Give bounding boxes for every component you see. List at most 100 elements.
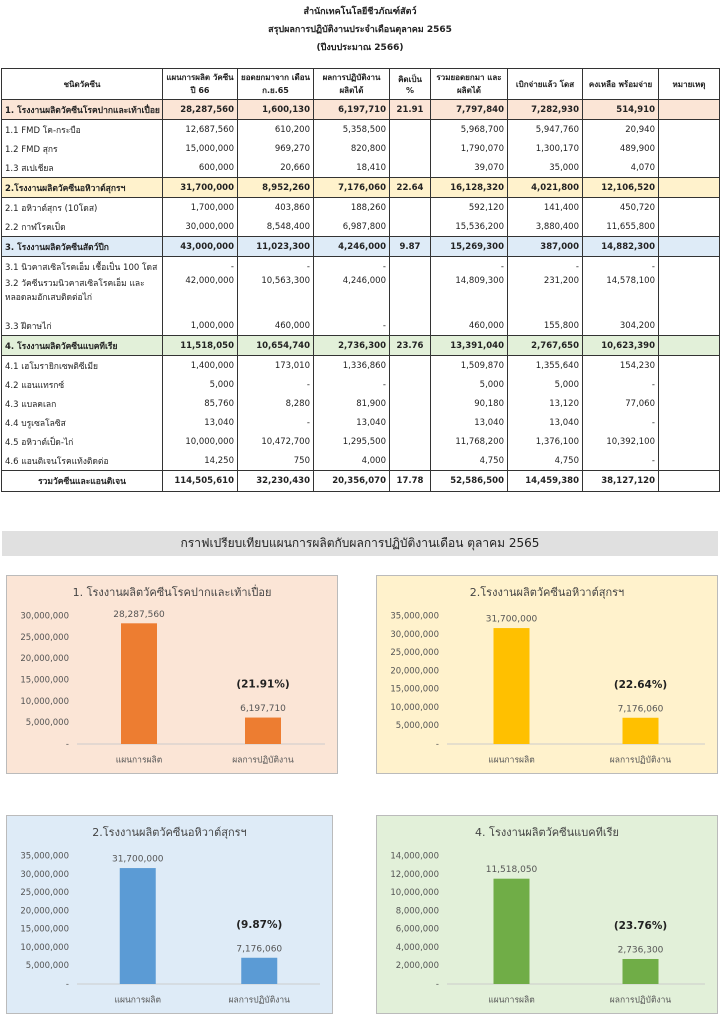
table-cell: - [582, 451, 659, 471]
table-cell: 1,295,500 [313, 432, 390, 451]
table-cell: 15,000,000 [162, 139, 238, 158]
x-tick-label: ผลการปฏิบัติงาน [232, 756, 294, 766]
y-tick-label: 20,000,000 [390, 666, 439, 676]
table-cell: 3.1 นิวคาสเซิลโรคเอ็ม เชื้อเป็น 100 โดส [1, 256, 163, 276]
table-cell: 6,987,800 [313, 217, 390, 237]
table-cell: 1,509,870 [430, 355, 508, 375]
table-cell: 1,336,860 [313, 355, 390, 375]
column-header: คงเหลือ พร้อมจ่าย [582, 68, 659, 100]
table-cell: - [313, 375, 390, 394]
table-row: 3.1 นิวคาสเซิลโรคเอ็ม เชื้อเป็น 100 โดส -… [1, 256, 720, 276]
table-cell [389, 217, 431, 237]
chart-title: 1. โรงงานผลิตวัคซีนโรคปากและเท้าเปื่อย [73, 584, 272, 599]
table-cell [389, 375, 431, 394]
table-cell: 4,246,000 [313, 276, 390, 316]
table-cell: 1,400,000 [162, 355, 238, 375]
table-row: 1. โรงงานผลิตวัคซีนโรคปากและเท้าเปื่อย 28… [1, 99, 720, 120]
table-cell: 10,623,390 [582, 335, 659, 356]
table-row: 4.1 เฮโมรายิกเซพติซีเมีย 1,400,000 173,010… [1, 355, 720, 375]
table-cell: 15,536,200 [430, 217, 508, 237]
table-cell: 14,882,300 [582, 236, 659, 257]
table-cell [658, 394, 720, 413]
x-tick-label: ผลการปฏิบัติงาน [610, 756, 672, 766]
table-cell: 460,000 [237, 316, 314, 336]
table-cell [658, 316, 720, 336]
table-row: 2.โรงงานผลิตวัคซีนอหิวาต์สุกรฯ 31,700,000… [1, 177, 720, 198]
charts-title: กราฟเปรียบเทียบแผนการผลิตกับผลการปฏิบัติ… [2, 531, 718, 556]
table-cell: 5,000 [162, 375, 238, 394]
value-label: 31,700,000 [486, 615, 538, 625]
y-tick-label: 5,000,000 [26, 718, 69, 728]
table-cell: 3.2 วัคซีนรวมนิวคาสเซิลโรคเอ็ม และหลอดลม… [1, 276, 163, 316]
x-tick-label: ผลการปฏิบัติงาน [229, 996, 291, 1006]
table-cell: 12,687,560 [162, 119, 238, 139]
y-tick-label: - [436, 980, 439, 990]
table-cell: 188,260 [313, 197, 390, 217]
table-cell: 2,736,300 [313, 335, 390, 356]
table-cell: 3,880,400 [507, 217, 583, 237]
table-cell: 21.91 [389, 99, 431, 120]
table-cell: 3.3 ฝีดาษไก่ [1, 316, 163, 336]
table-cell: 13,040 [313, 413, 390, 432]
column-header: ชนิดวัคซีน [1, 68, 163, 100]
chart: 2.โรงงานผลิตวัคซีนอหิวาต์สุกรฯ - 5,000,000… [390, 585, 705, 766]
table-cell: 15,269,300 [430, 236, 508, 257]
table-cell [658, 99, 720, 120]
table-cell: 2.2 กาฬโรคเป็ด [1, 217, 163, 237]
column-header: รวมยอดยกมา และผลิตได้ [430, 68, 508, 100]
column-header: ผลการปฏิบัติงาน ผลิตได้ [313, 68, 390, 100]
bar [245, 717, 281, 744]
table-cell: 38,127,120 [582, 470, 659, 492]
table-cell: 14,809,300 [430, 276, 508, 316]
table-cell: 23.76 [389, 335, 431, 356]
table-cell [658, 158, 720, 178]
value-label: 11,518,050 [486, 865, 538, 875]
y-tick-label: 30,000,000 [20, 612, 69, 622]
table-cell [658, 119, 720, 139]
table-cell: 32,230,430 [237, 470, 314, 492]
y-tick-label: 15,000,000 [390, 685, 439, 695]
table-cell: - [313, 316, 390, 336]
table-cell: 4.4 บรูเซลโลซิส [1, 413, 163, 432]
table-cell: - [582, 256, 659, 276]
bar [493, 878, 530, 984]
table-cell: 13,120 [507, 394, 583, 413]
table-cell [658, 451, 720, 471]
table-cell: 43,000,000 [162, 236, 238, 257]
table-cell: 10,563,300 [237, 276, 314, 316]
table-cell: 16,128,320 [430, 177, 508, 198]
y-tick-label: 8,000,000 [396, 906, 439, 916]
table-cell [658, 217, 720, 237]
value-label: 7,176,060 [618, 704, 664, 714]
chart: 2.โรงงานผลิตวัคซีนอหิวาต์สุกรฯ - 5,000,000… [20, 825, 320, 1006]
value-label: 2,736,300 [618, 945, 664, 955]
value-label: 7,176,060 [236, 944, 282, 954]
bar [622, 717, 659, 744]
table-header: ชนิดวัคซีน แผนการผลิต วัคซีนปี 66 ยอดยกมาจ… [1, 68, 720, 100]
table-cell: 8,548,400 [237, 217, 314, 237]
table-cell: 20,356,070 [313, 470, 390, 492]
table-cell: 514,910 [582, 99, 659, 120]
y-tick-label: 12,000,000 [390, 870, 439, 880]
table-cell: - [237, 256, 314, 276]
y-tick-label: 4,000,000 [396, 943, 439, 953]
y-tick-label: 35,000,000 [390, 612, 439, 622]
table-cell: 4,246,000 [313, 236, 390, 257]
column-header: หมายเหตุ [658, 68, 720, 100]
table-cell: 403,860 [237, 197, 314, 217]
y-tick-label: 14,000,000 [390, 852, 439, 862]
table-cell: 387,000 [507, 236, 583, 257]
table-cell: 460,000 [430, 316, 508, 336]
chart-panel: 1. โรงงานผลิตวัคซีนโรคปากและเท้าเปื่อย - 5… [6, 575, 338, 774]
percent-annotation: (21.91%) [236, 679, 289, 691]
table-cell: 11,768,200 [430, 432, 508, 451]
table-cell: 9.87 [389, 236, 431, 257]
table-cell: 13,040 [430, 413, 508, 432]
y-tick-label: 30,000,000 [20, 870, 69, 880]
table-cell: 10,472,700 [237, 432, 314, 451]
table-cell: 13,040 [162, 413, 238, 432]
chart-panel: 4. โรงงานผลิตวัคซีนแบคทีเรีย - 2,000,000 4,… [376, 815, 718, 1014]
table-cell: 4,000 [313, 451, 390, 471]
table-cell: 13,040 [507, 413, 583, 432]
table-cell: 6,197,710 [313, 99, 390, 120]
